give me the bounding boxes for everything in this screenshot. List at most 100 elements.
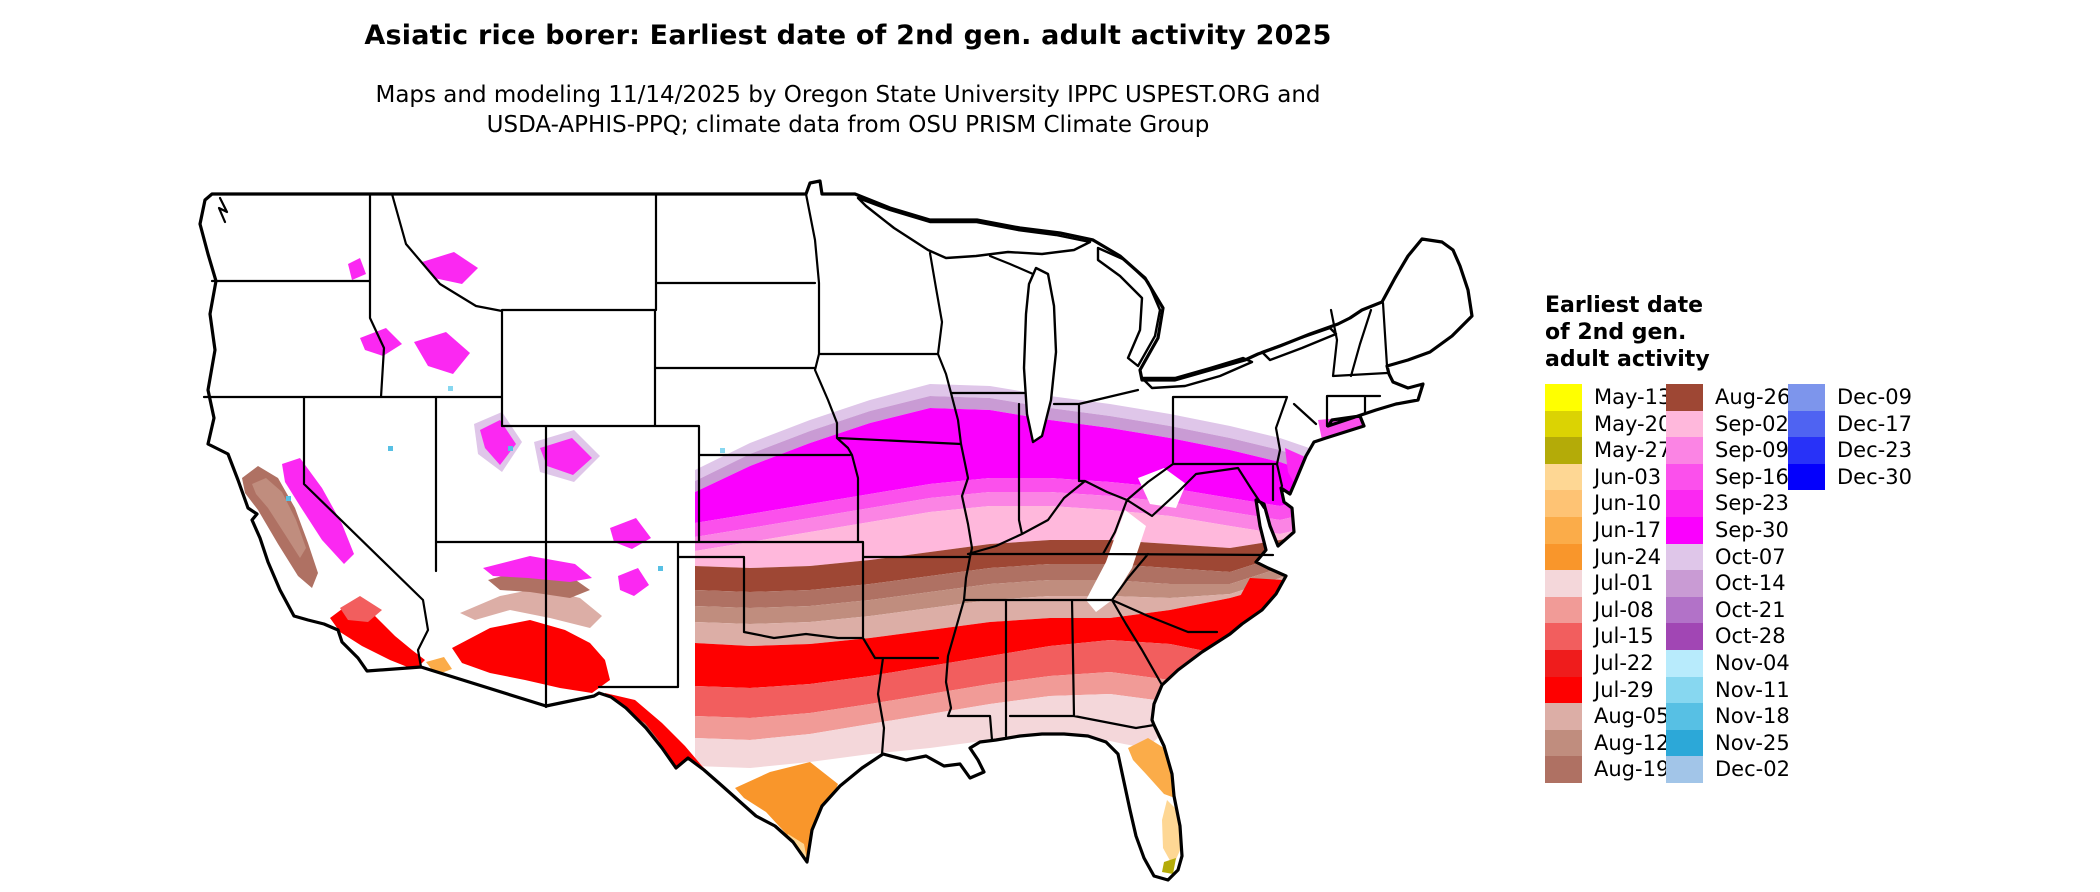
legend-entry: Nov-18 — [1666, 703, 1790, 730]
legend-label: Nov-11 — [1715, 677, 1790, 702]
legend-label: Jul-01 — [1594, 571, 1654, 596]
legend-entry: Oct-07 — [1666, 543, 1790, 571]
legend-entry: Jul-15 — [1545, 623, 1671, 650]
legend-entry: Jun-17 — [1545, 516, 1671, 544]
legend-swatch — [1666, 729, 1703, 757]
legend-swatch — [1545, 437, 1582, 464]
legend-label: Dec-23 — [1837, 438, 1912, 463]
us-map — [198, 179, 1474, 882]
legend-entry: May-27 — [1545, 437, 1671, 464]
legend-entry: Sep-23 — [1666, 490, 1790, 517]
legend-entry: Dec-09 — [1788, 384, 1912, 411]
legend-label: Sep-02 — [1715, 411, 1789, 436]
legend-label: Nov-25 — [1715, 730, 1790, 755]
legend-label: May-27 — [1594, 438, 1672, 463]
legend-entry: Dec-17 — [1788, 410, 1912, 438]
legend-label: Sep-30 — [1715, 517, 1789, 542]
legend-title-line-2: of 2nd gen. — [1545, 320, 1687, 345]
legend-label: Jul-29 — [1594, 677, 1654, 702]
legend-entry: Nov-11 — [1666, 676, 1790, 704]
legend-swatch — [1545, 490, 1582, 517]
legend-label: Sep-23 — [1715, 491, 1789, 516]
legend-swatch — [1545, 676, 1582, 704]
legend-label: Nov-18 — [1715, 704, 1790, 729]
legend-entry: Jul-08 — [1545, 596, 1671, 624]
legend-entry: Aug-12 — [1545, 729, 1671, 757]
legend-entry: Sep-02 — [1666, 410, 1790, 438]
legend-label: Jun-17 — [1594, 517, 1662, 542]
legend-swatch — [1545, 729, 1582, 757]
legend-entry: Jun-24 — [1545, 543, 1671, 571]
legend-label: Dec-30 — [1837, 464, 1912, 489]
legend-label: Jun-03 — [1594, 464, 1662, 489]
legend-label: Oct-28 — [1715, 624, 1786, 649]
legend-label: Dec-09 — [1837, 385, 1912, 409]
legend-label: May-13 — [1594, 385, 1672, 409]
legend-entry: Sep-30 — [1666, 516, 1790, 544]
legend-title-line-3: adult activity — [1545, 347, 1710, 372]
legend-entry: Oct-14 — [1666, 570, 1790, 597]
legend-label: Dec-02 — [1715, 757, 1790, 782]
legend-swatch — [1666, 543, 1703, 571]
lake-michigan — [1022, 266, 1058, 444]
legend-swatch — [1666, 570, 1703, 597]
legend-body: May-13 May-20 May-27 Jun-03 Jun-10 Jun-17 Jun-… — [1545, 384, 2085, 804]
legend-swatch — [1666, 410, 1703, 438]
legend-label: Jul-15 — [1594, 624, 1654, 649]
legend-entry: Oct-28 — [1666, 623, 1790, 650]
legend-label: Sep-09 — [1715, 438, 1789, 463]
state-borders — [202, 192, 1389, 756]
legend-entry: Aug-26 — [1666, 384, 1790, 411]
legend-swatch — [1545, 623, 1582, 650]
legend-label: Oct-07 — [1715, 544, 1786, 569]
legend-swatch — [1666, 490, 1703, 517]
lake-superior — [856, 196, 1092, 260]
legend-entry: Jul-22 — [1545, 649, 1671, 677]
legend-swatch — [1666, 649, 1703, 677]
legend-label: Oct-21 — [1715, 597, 1786, 622]
legend-swatch — [1788, 384, 1825, 411]
legend-entry: Jul-29 — [1545, 676, 1671, 704]
legend: Earliest date of 2nd gen. adult activity… — [1545, 292, 2085, 783]
subtitle-line-1: Maps and modeling 11/14/2025 by Oregon S… — [375, 82, 1321, 108]
legend-entry: Nov-04 — [1666, 649, 1790, 677]
legend-entry: Nov-25 — [1666, 729, 1790, 757]
legend-swatch — [1788, 463, 1825, 491]
page-title: Asiatic rice borer: Earliest date of 2nd… — [364, 20, 1332, 51]
legend-swatch — [1545, 649, 1582, 677]
legend-label: Jun-24 — [1594, 544, 1662, 569]
legend-swatch — [1545, 516, 1582, 544]
legend-entry: Dec-30 — [1788, 463, 1912, 491]
legend-title-line-1: Earliest date — [1545, 293, 1704, 318]
legend-swatch — [1545, 543, 1582, 571]
legend-entry: Aug-19 — [1545, 756, 1671, 783]
legend-entry: Oct-21 — [1666, 596, 1790, 624]
legend-entry: Jun-03 — [1545, 463, 1671, 491]
legend-swatch — [1666, 596, 1703, 624]
legend-entry: Sep-16 — [1666, 463, 1790, 491]
legend-title: Earliest date of 2nd gen. adult activity — [1545, 292, 2085, 373]
lake-ontario — [1260, 326, 1338, 362]
legend-label: Oct-14 — [1715, 571, 1786, 596]
legend-swatch — [1545, 463, 1582, 491]
legend-swatch — [1788, 410, 1825, 438]
legend-swatch — [1545, 410, 1582, 438]
legend-column-1: May-13 May-20 May-27 Jun-03 Jun-10 Jun-17 Jun-… — [1545, 384, 1671, 783]
legend-label: Jul-22 — [1594, 650, 1654, 675]
legend-column-3: Dec-09 Dec-17 Dec-23 Dec-30 — [1788, 384, 1912, 491]
legend-label: Jun-10 — [1594, 491, 1662, 516]
legend-entry: Jul-01 — [1545, 570, 1671, 597]
legend-entry: May-20 — [1545, 410, 1671, 438]
legend-label: Aug-05 — [1594, 704, 1670, 729]
map-color-bands — [242, 252, 1365, 880]
legend-swatch — [1545, 596, 1582, 624]
legend-swatch — [1666, 516, 1703, 544]
legend-swatch — [1666, 676, 1703, 704]
legend-label: Jul-08 — [1594, 597, 1654, 622]
legend-entry: Dec-02 — [1666, 756, 1790, 783]
legend-swatch — [1545, 570, 1582, 597]
legend-entry: May-13 — [1545, 384, 1671, 411]
legend-entry: Aug-05 — [1545, 703, 1671, 730]
legend-swatch — [1666, 756, 1703, 783]
